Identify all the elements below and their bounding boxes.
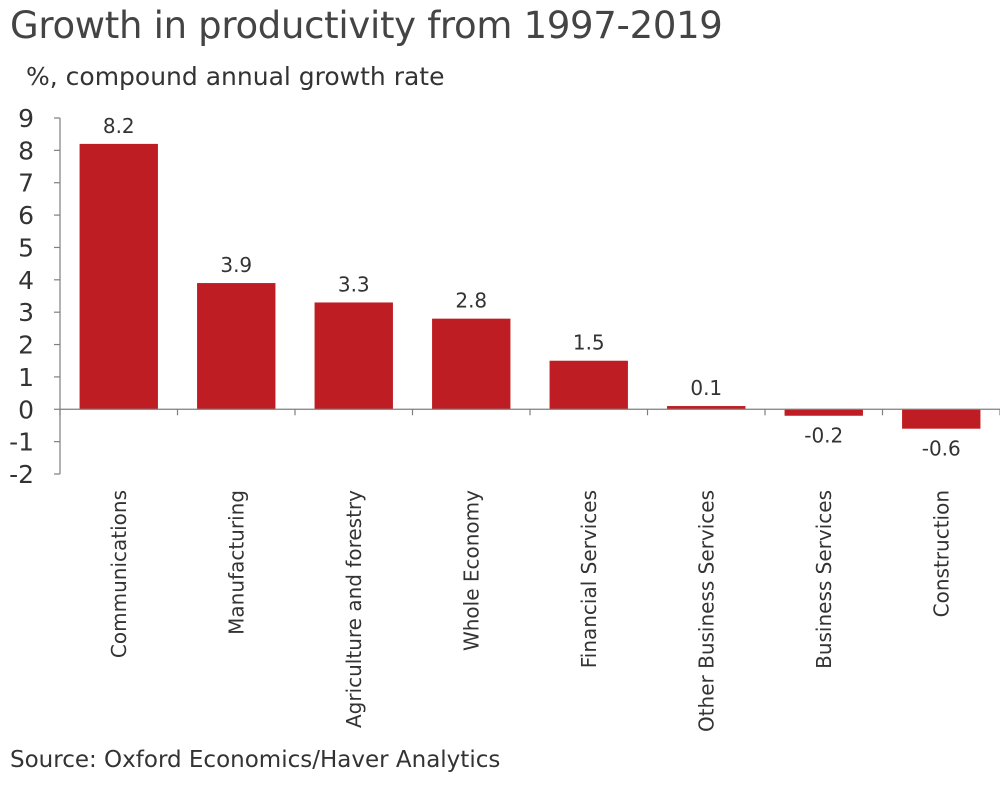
y-tick-label: -1 bbox=[9, 428, 34, 457]
x-category-label: Business Services bbox=[812, 490, 836, 669]
y-tick-label: 3 bbox=[18, 298, 34, 327]
bar-value-label: 3.9 bbox=[220, 253, 252, 277]
bar bbox=[197, 283, 276, 410]
bar-value-label: -0.2 bbox=[804, 424, 843, 448]
y-axis: 9 8 7 6 5 4 3 2 1 0 -1 -2 bbox=[9, 104, 61, 489]
bars: 8.2 3.9 3.3 2.8 1.5 0.1 -0.2 -0.6 bbox=[79, 114, 981, 461]
x-axis: Communications Manufacturing Agriculture a… bbox=[59, 408, 1000, 732]
bar bbox=[549, 360, 628, 410]
x-category-label: Whole Economy bbox=[459, 490, 483, 651]
y-tick-label: -2 bbox=[9, 460, 34, 489]
bar-value-label: 8.2 bbox=[103, 114, 135, 138]
x-category-label: Communications bbox=[107, 490, 131, 658]
x-category-label: Financial Services bbox=[577, 490, 601, 668]
bar-value-label: 3.3 bbox=[338, 272, 370, 296]
x-category-label: Manufacturing bbox=[224, 490, 248, 635]
y-tick-label: 6 bbox=[18, 201, 34, 230]
bar bbox=[667, 406, 746, 410]
bar bbox=[902, 409, 981, 429]
x-category-label: Construction bbox=[929, 490, 953, 617]
bar-value-label: 2.8 bbox=[455, 289, 487, 313]
bar bbox=[314, 302, 393, 410]
y-tick-label: 2 bbox=[18, 331, 34, 360]
bar-chart: 9 8 7 6 5 4 3 2 1 0 -1 -2 8.2 3.9 3.3 2.8 1.5 0.1 -0.2 -0.… bbox=[9, 104, 1000, 732]
y-tick-label: 7 bbox=[18, 169, 34, 198]
x-category-label: Agriculture and forestry bbox=[342, 490, 366, 728]
y-tick-label: 8 bbox=[18, 136, 34, 165]
bar-value-label: 1.5 bbox=[573, 331, 605, 355]
y-tick-label: 9 bbox=[18, 104, 34, 133]
source-note: Source: Oxford Economics/Haver Analytics bbox=[10, 747, 501, 773]
bar bbox=[784, 409, 863, 416]
bar-value-label: 0.1 bbox=[690, 376, 722, 400]
bar-value-label: -0.6 bbox=[922, 437, 961, 461]
y-tick-label: 0 bbox=[18, 395, 34, 424]
y-tick-label: 5 bbox=[18, 233, 34, 262]
bar bbox=[79, 143, 158, 410]
y-tick-label: 4 bbox=[18, 266, 34, 295]
bar bbox=[432, 318, 511, 410]
y-tick-label: 1 bbox=[18, 363, 34, 392]
chart-subtitle: %, compound annual growth rate bbox=[26, 62, 445, 91]
x-category-label: Other Business Services bbox=[694, 490, 718, 732]
chart-title: Growth in productivity from 1997-2019 bbox=[10, 4, 723, 47]
